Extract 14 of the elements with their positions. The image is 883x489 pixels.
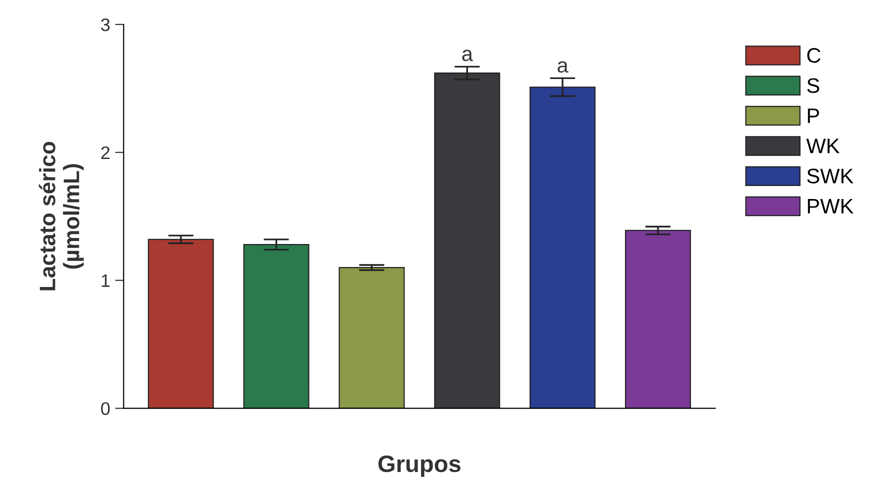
y-tick-label: 3 — [101, 18, 110, 32]
y-axis-title: Lactato sérico (µmol/mL) — [38, 142, 84, 290]
data-label: a — [558, 61, 568, 73]
legend-label: WK — [806, 138, 840, 154]
legend-label: P — [808, 108, 820, 123]
legend-label: C — [807, 48, 820, 63]
legend-label: S — [807, 78, 820, 93]
legend-label: SWK — [807, 168, 854, 184]
y-tick-label: 2 — [101, 146, 110, 159]
y-tick-label: 1 — [102, 274, 110, 287]
y-tick-label: 0 — [101, 402, 110, 416]
legend-label: PWK — [808, 199, 854, 214]
x-axis-title: Grupos — [378, 455, 460, 477]
data-label: a — [462, 50, 473, 62]
